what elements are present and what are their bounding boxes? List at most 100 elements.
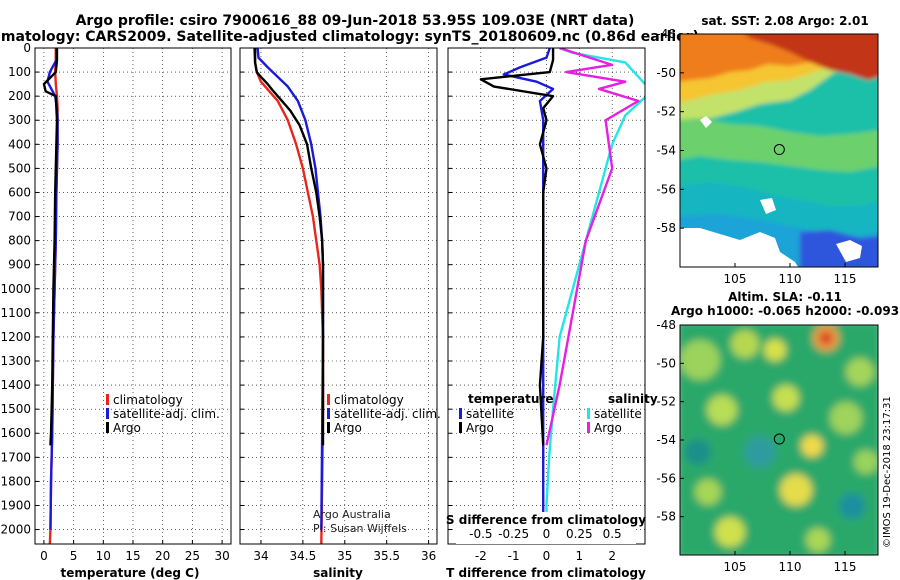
legend-swatch-temp-argo: [459, 422, 462, 433]
legend-swatch-argo: [106, 422, 109, 433]
x-tick-label: 0: [40, 549, 48, 563]
x-tick-label: -1: [508, 549, 520, 563]
series-line-salinity-argo: [545, 48, 640, 446]
y-tick-label: 1300: [0, 354, 31, 368]
y-tick-label: 2000: [0, 523, 31, 537]
map-y-tick-label: -50: [656, 356, 676, 370]
legend-swatch-satellite: [327, 408, 330, 419]
temperature-xlabel: temperature (deg C): [61, 566, 200, 580]
map-y-tick-label: -48: [656, 318, 676, 332]
sla-map-image: [680, 325, 878, 555]
x-tick-label: 35.5: [373, 549, 400, 563]
y-tick-label: 1000: [0, 282, 31, 296]
map-x-tick-label: 105: [724, 272, 747, 286]
series-line-argo: [42, 48, 59, 446]
map-x-tick-label: 115: [834, 272, 857, 286]
legend-swatch-argo: [327, 422, 330, 433]
legend-swatch-climatology: [327, 394, 330, 405]
legend-label-sal-satellite: satellite: [594, 407, 642, 421]
sst-map-title: sat. SST: 2.08 Argo: 2.01: [701, 14, 868, 28]
y-tick-label: 500: [8, 161, 31, 175]
x-tick-label: 10: [96, 549, 111, 563]
legend-label-satellite: satellite-adj. clim.: [334, 407, 441, 421]
temperature-diff-legend: temperature satellite Argo: [459, 392, 553, 435]
s-difference-ticks: -0.5 -0.25 0 0.25 0.5: [469, 527, 622, 541]
legend-label-argo: Argo: [334, 421, 362, 435]
y-tick-label: 100: [8, 65, 31, 79]
x-tick-label: 34.5: [290, 549, 317, 563]
s-tick-label: 0.5: [603, 527, 622, 541]
map-y-tick-label: -54: [656, 144, 676, 158]
x-tick-label: 30: [214, 549, 229, 563]
series-line-argo: [253, 48, 325, 446]
map-y-tick-label: -52: [656, 395, 676, 409]
map-y-tick-label: -58: [656, 510, 676, 524]
y-tick-label: 900: [8, 258, 31, 272]
series-line-temperature-argo: [479, 48, 555, 446]
sst-map-ticks: 105 110 115 -48 -50 -52 -54 -56 -58: [656, 27, 856, 286]
legend-label-sal-argo: Argo: [594, 421, 622, 435]
x-tick-label: 35: [337, 549, 352, 563]
series-line-satellite-adj-clim-: [256, 48, 325, 530]
map-x-tick-label: 115: [834, 560, 857, 574]
sla-map-title: Altim. SLA: -0.11: [728, 290, 842, 304]
x-tick-label: 1: [576, 549, 584, 563]
argo-australia-note: Argo Australia: [313, 508, 391, 521]
difference-grid: [448, 47, 645, 544]
temperature-ticks: 0 5 10 15 20 25 300100200300400500600700800900…: [0, 41, 229, 563]
pi-note: PI: Susan Wijffels: [313, 522, 407, 535]
map-y-tick-label: -56: [656, 182, 676, 196]
legend-label-climatology: climatology: [113, 393, 183, 407]
salinity-diff-legend: salinity satellite Argo: [587, 392, 658, 435]
y-tick-label: 600: [8, 185, 31, 199]
x-tick-label: 15: [125, 549, 140, 563]
legend-swatch-temp-satellite: [459, 408, 462, 419]
legend-label-climatology: climatology: [334, 393, 404, 407]
sla-map-subtitle: Argo h1000: -0.065 h2000: -0.093: [671, 304, 899, 318]
difference-ticks: -2 -1 0 1 2: [448, 47, 616, 563]
x-tick-label: 25: [185, 549, 200, 563]
s-tick-label: -0.25: [498, 527, 529, 541]
temperature-panel: 0 5 10 15 20 25 300100200300400500600700800900…: [0, 41, 232, 580]
salinity-legend: climatology satellite-adj. clim. Argo: [327, 393, 441, 435]
figure-title-line1: Argo profile: csiro 7900616_88 09-Jun-20…: [76, 13, 635, 29]
sst-map-image: [680, 34, 878, 267]
map-x-tick-label: 110: [779, 560, 802, 574]
y-tick-label: 800: [8, 234, 31, 248]
sla-map-panel: Altim. SLA: -0.11 Argo h1000: -0.065 h20…: [656, 290, 899, 574]
legend-swatch-sal-satellite: [587, 408, 590, 419]
sla-map-ticks: 105 110 115 -48 -50 -52 -54 -56 -58: [656, 318, 856, 574]
s-difference-label: S difference from climatology: [446, 513, 646, 527]
x-tick-label: 36: [421, 549, 436, 563]
y-tick-label: 1100: [0, 306, 31, 320]
legend-swatch-climatology: [106, 394, 109, 405]
y-tick-label: 1600: [0, 426, 31, 440]
x-tick-label: 5: [70, 549, 78, 563]
salinity-frame: [239, 47, 438, 545]
y-tick-label: 400: [8, 137, 31, 151]
y-tick-label: 0: [23, 41, 31, 55]
legend-label-argo: Argo: [113, 421, 141, 435]
argo-location-marker: [773, 144, 785, 156]
salinity-series: [253, 48, 325, 544]
legend-label-satellite: satellite-adj. clim.: [113, 407, 220, 421]
y-tick-label: 700: [8, 210, 31, 224]
y-tick-label: 1500: [0, 402, 31, 416]
s-tick-label: 0.25: [566, 527, 593, 541]
argo-location-marker: [773, 433, 785, 445]
y-tick-label: 1400: [0, 378, 31, 392]
y-tick-label: 1800: [0, 474, 31, 488]
temperature-series: [42, 48, 59, 544]
salinity-ticks: 34 34.5 35 35.5 36: [240, 47, 436, 563]
legend-label-temp-argo: Argo: [466, 421, 494, 435]
map-y-tick-label: -54: [656, 433, 676, 447]
y-tick-label: 1200: [0, 330, 31, 344]
salinity-panel: 34 34.5 35 35.5 36 salinity climatology sate…: [239, 47, 441, 580]
map-x-tick-label: 105: [724, 560, 747, 574]
difference-series: [479, 48, 645, 530]
t-difference-label: T difference from climatology: [446, 566, 646, 580]
y-tick-label: 1900: [0, 498, 31, 512]
series-line-salinity-satellite: [545, 48, 645, 530]
sst-map-panel: sat. SST: 2.08 Argo: 2.01 105 110 115 -48 -5…: [656, 14, 879, 286]
